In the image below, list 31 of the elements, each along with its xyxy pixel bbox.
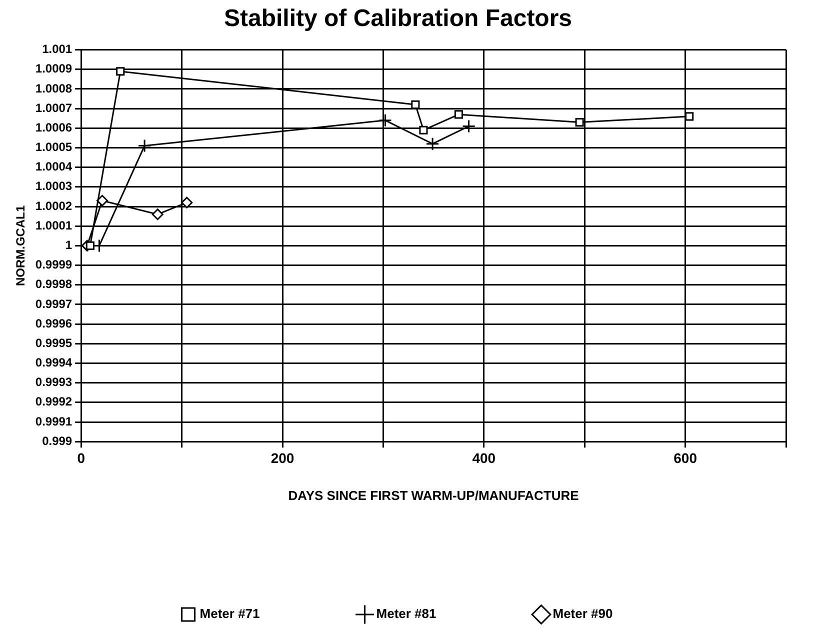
y-tick-label: 0.9996 — [35, 316, 72, 330]
y-tick-label: 1.0008 — [35, 81, 72, 96]
y-tick-label: 0.9992 — [35, 394, 72, 409]
x-tick-label: 0 — [77, 450, 86, 466]
x-tick-label: 200 — [270, 450, 294, 466]
legend-label: Meter #90 — [552, 606, 613, 622]
y-tick-label: 1.0004 — [35, 160, 72, 174]
y-tick-label: 0.999 — [42, 434, 72, 448]
y-tick-label: 1.0001 — [35, 218, 72, 232]
y-tick-label: 1.0007 — [35, 100, 72, 115]
y-tick-label: 1.0009 — [35, 62, 72, 76]
y-tick-label: 1.001 — [42, 42, 72, 56]
y-tick-label: 0.9993 — [35, 375, 72, 390]
y-tick-label: 0.9998 — [35, 277, 72, 292]
y-tick-label: 1.0003 — [35, 179, 72, 194]
y-tick-label: 1.0005 — [35, 140, 72, 154]
legend-label: Meter #71 — [200, 606, 260, 622]
y-axis-title: NORM.GCAL1 — [14, 205, 28, 286]
legend-label: Meter #81 — [376, 606, 436, 622]
y-tick-label: 1.0006 — [35, 120, 72, 134]
y-tick-label: 1.0002 — [35, 198, 72, 213]
x-tick-label: 600 — [674, 450, 698, 466]
x-axis-title: DAYS SINCE FIRST WARM-UP/MANUFACTURE — [288, 488, 580, 503]
y-tick-label: 0.9995 — [35, 336, 72, 350]
y-tick-label: 0.9991 — [35, 414, 72, 428]
chart-title: Stability of Calibration Factors — [224, 5, 572, 32]
y-tick-label: 0.9997 — [35, 296, 72, 311]
y-tick-label: 1 — [65, 238, 72, 252]
y-tick-label: 0.9994 — [35, 356, 72, 370]
y-tick-label: 0.9999 — [35, 258, 72, 272]
x-tick-label: 400 — [472, 450, 496, 466]
